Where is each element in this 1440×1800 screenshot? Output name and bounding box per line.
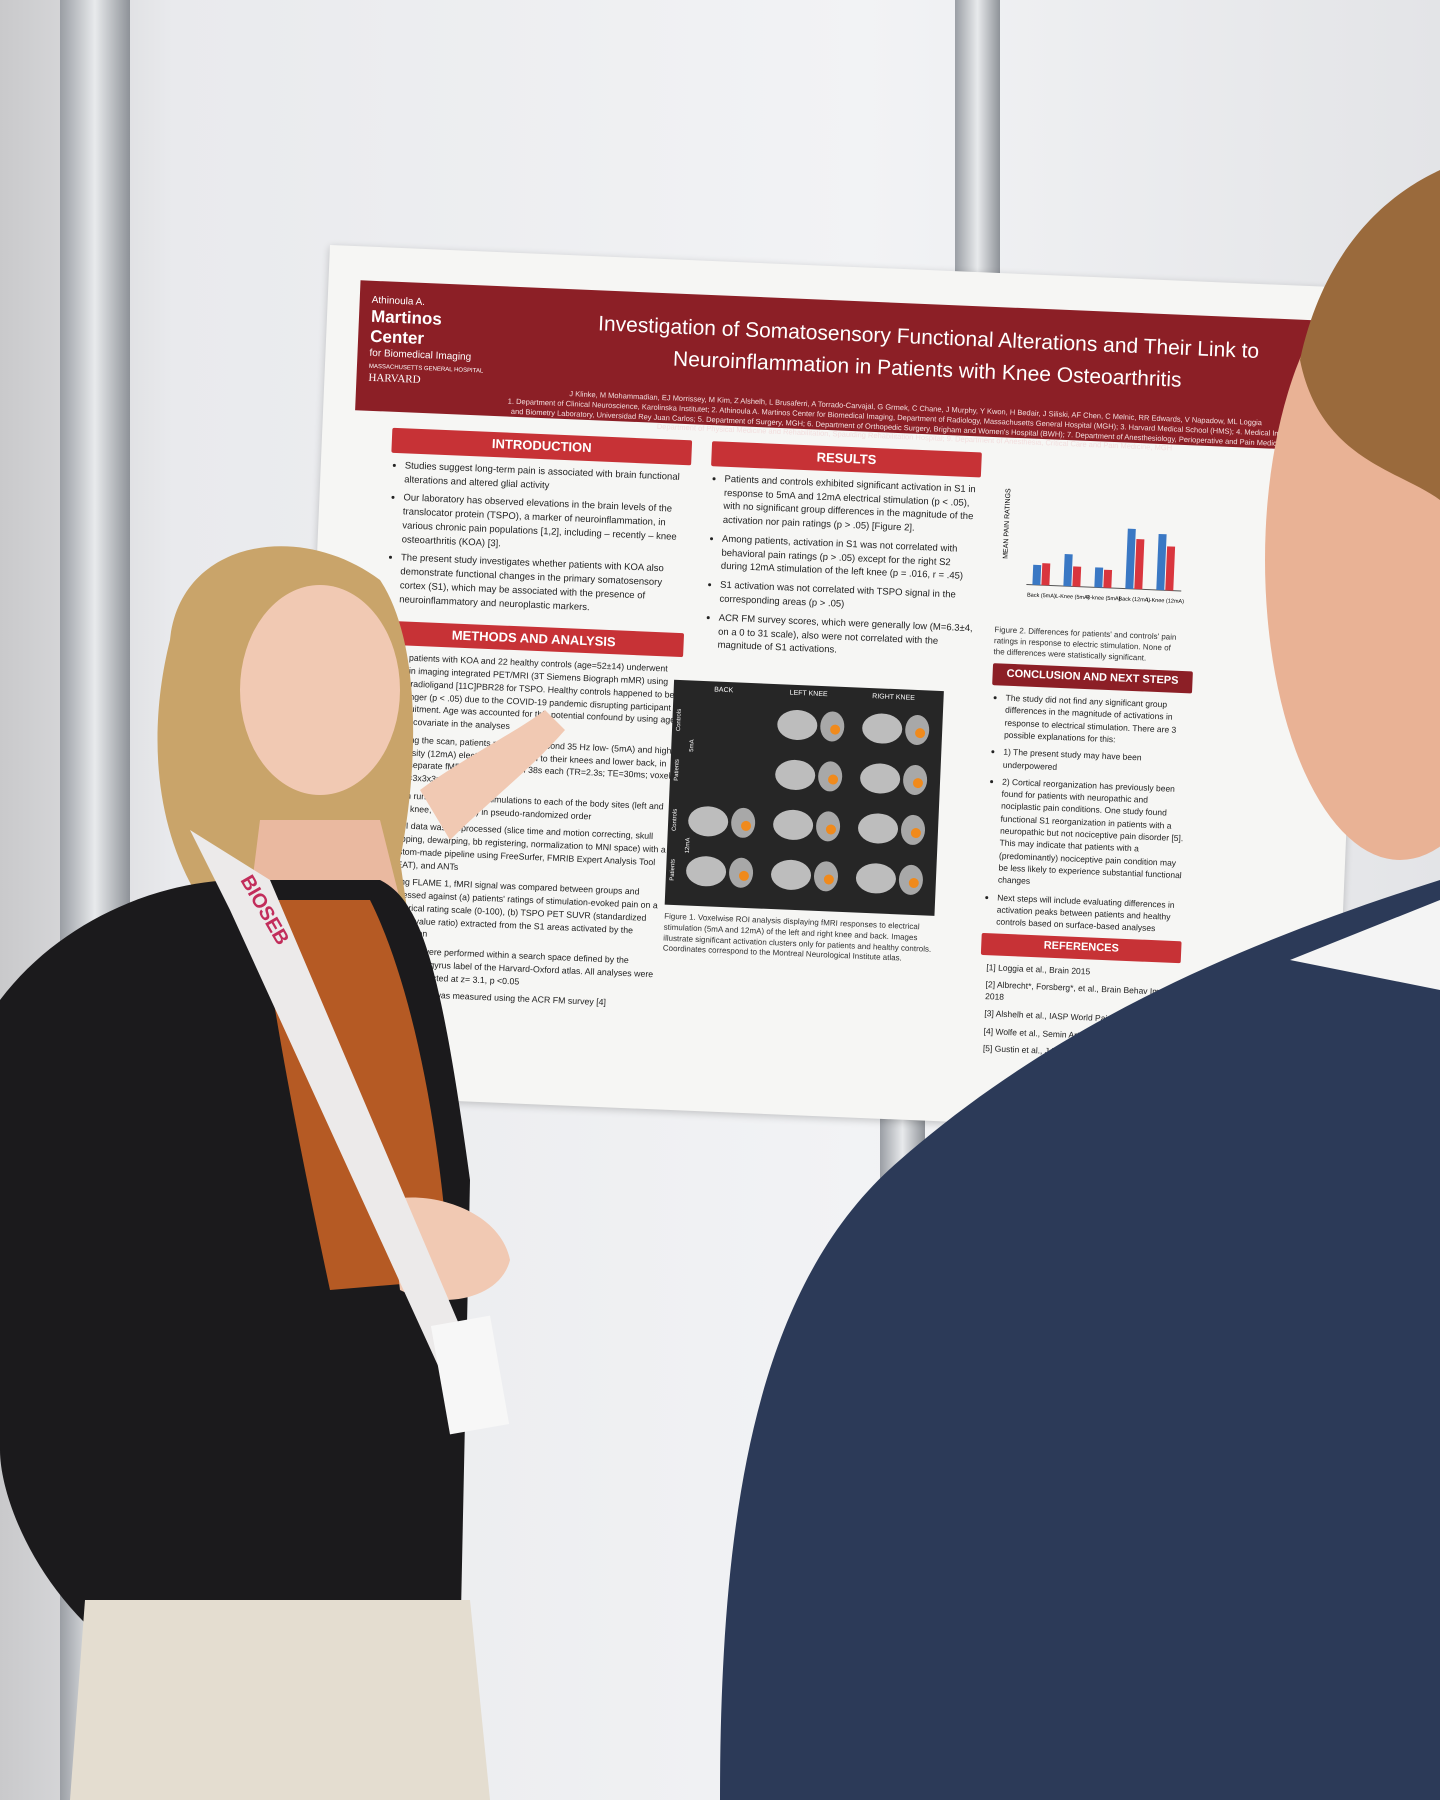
man-shirt <box>720 880 1440 1800</box>
bar <box>1072 566 1082 587</box>
column-label: BACK <box>714 686 734 694</box>
brain <box>858 813 899 844</box>
brain <box>773 809 814 840</box>
activation <box>910 828 921 839</box>
bar <box>1063 554 1073 587</box>
brain-grid: BACK LEFT KNEE RIGHT KNEE Controls Patients C… <box>670 686 930 895</box>
bar <box>1103 569 1113 589</box>
lanyard <box>190 830 470 1370</box>
activation <box>908 878 919 889</box>
brain-figure: BACK LEFT KNEE RIGHT KNEE Controls Patients C… <box>664 679 944 916</box>
activation <box>741 820 752 831</box>
poster: Athinoula A. Martinos Center for Biomedi… <box>294 245 1370 1138</box>
brain <box>777 709 818 741</box>
bar-chart: MEAN PAIN RATINGS Back (5mA) L-Knee (5mA)R… <box>1002 488 1185 606</box>
group-label: 5mA <box>689 739 696 752</box>
activation <box>828 774 839 785</box>
activation <box>823 874 834 885</box>
arm <box>420 710 565 840</box>
bar <box>1134 539 1145 590</box>
bar <box>1125 528 1136 589</box>
group-label: 12mA <box>685 838 692 854</box>
bar <box>1041 563 1051 586</box>
booth-pole <box>955 0 1000 300</box>
brain <box>775 759 816 790</box>
x-tick-label: L-Knee (12mA) <box>1147 598 1185 606</box>
brain <box>855 863 896 894</box>
brain <box>771 859 812 890</box>
activation <box>738 870 749 881</box>
brain <box>686 856 727 887</box>
row-label: Patients <box>670 859 677 881</box>
face <box>240 585 400 795</box>
badge <box>430 1315 510 1435</box>
man-collar <box>1290 900 1440 990</box>
trousers <box>70 1600 490 1800</box>
row-label: Controls <box>672 809 679 832</box>
bar <box>1032 564 1042 586</box>
activation <box>915 728 926 739</box>
brain <box>860 763 901 794</box>
man-hair <box>1300 170 1440 500</box>
activation <box>830 724 841 735</box>
brain <box>862 713 903 744</box>
x-tick-label: R-knee (5mA) <box>1086 595 1121 602</box>
row-label: Patients <box>674 759 681 781</box>
bar <box>1094 567 1104 588</box>
brain <box>688 806 729 837</box>
x-tick-label: L-Knee (5mA) <box>1055 594 1090 601</box>
x-tick-label: Back (12mA) <box>1118 596 1150 603</box>
y-axis-label: MEAN PAIN RATINGS <box>1002 488 1012 559</box>
bar <box>1156 533 1167 591</box>
column-label: LEFT KNEE <box>789 690 828 699</box>
activation <box>825 824 836 835</box>
row-label: Controls <box>676 709 683 732</box>
activation <box>912 778 923 789</box>
column-label: RIGHT KNEE <box>872 693 915 702</box>
bar <box>1165 546 1176 591</box>
x-tick-label: Back (5mA) <box>1027 593 1056 600</box>
